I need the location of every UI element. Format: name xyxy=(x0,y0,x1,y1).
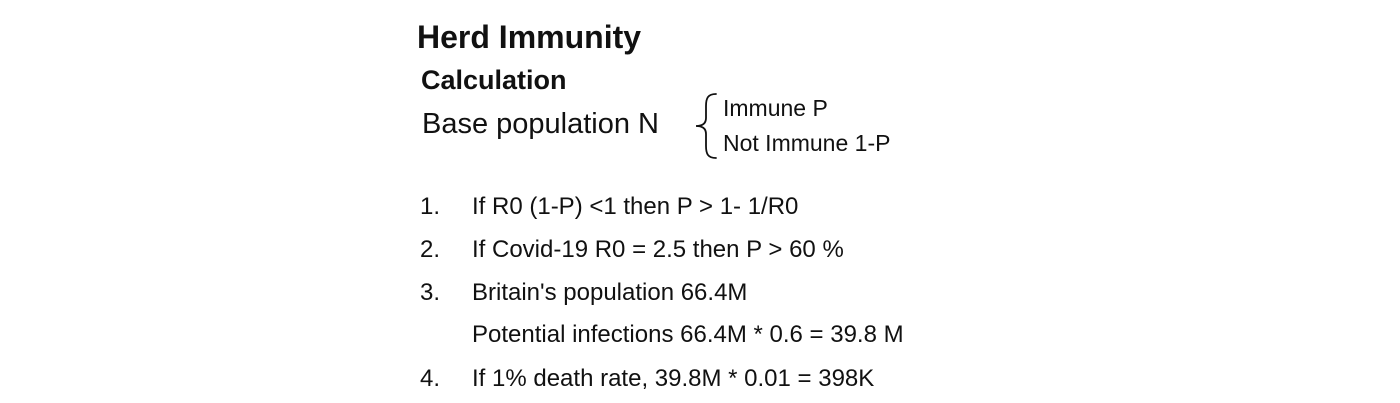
section-subtitle: Calculation xyxy=(421,65,567,95)
list-item-continuation: Potential infections 66.4M * 0.6 = 39.8 … xyxy=(472,321,904,348)
list-item-text: If Covid-19 R0 = 2.5 then P > 60 % xyxy=(472,236,844,263)
list-item-text: Britain's population 66.4M xyxy=(472,279,748,306)
list-item-number: 3. xyxy=(420,279,441,306)
immune-branch: Immune P xyxy=(723,95,828,121)
list-item-text: If R0 (1-P) <1 then P > 1- 1/R0 xyxy=(472,193,799,220)
page-title: Herd Immunity xyxy=(417,19,642,55)
list-item-number: 4. xyxy=(420,365,441,392)
list-item-number: 2. xyxy=(420,236,441,263)
base-population-label: Base population N xyxy=(422,108,659,140)
not-immune-branch: Not Immune 1-P xyxy=(723,130,891,156)
curly-brace-icon xyxy=(695,93,717,159)
list-item-text: If 1% death rate, 39.8M * 0.01 = 398K xyxy=(472,365,875,392)
list-item-number: 1. xyxy=(420,193,441,220)
